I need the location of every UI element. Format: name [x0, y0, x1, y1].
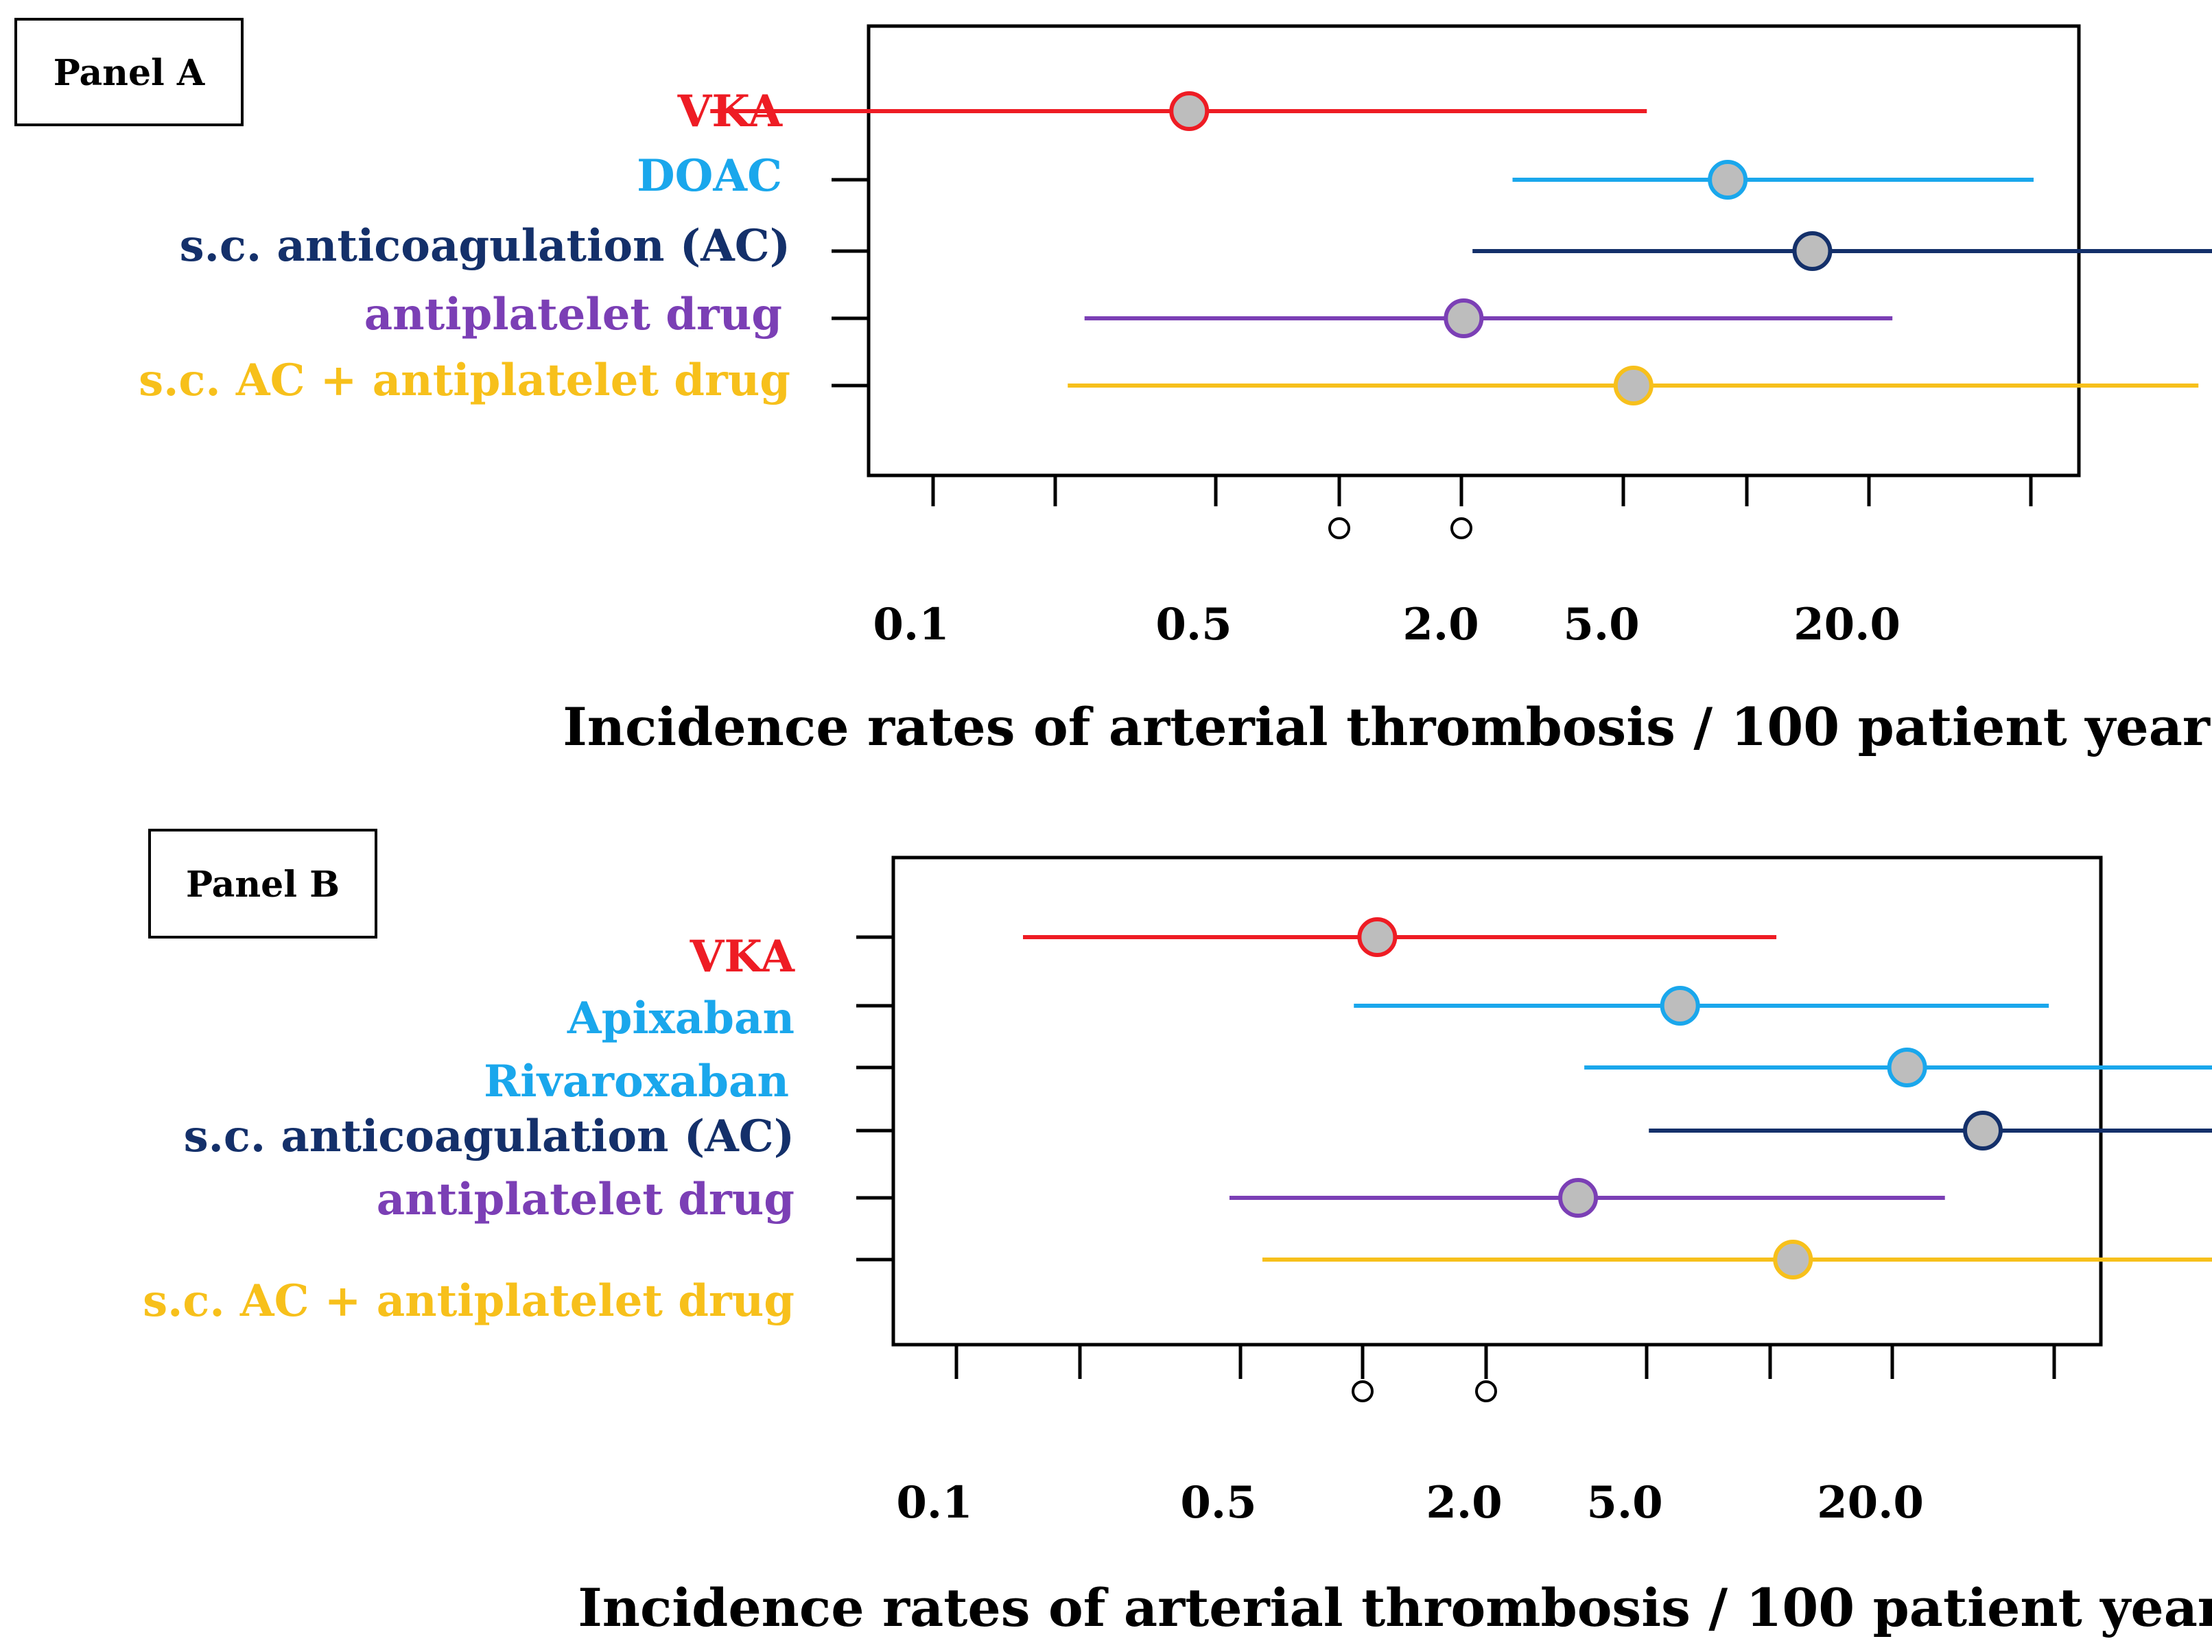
- row-label-sc-ac-antiplatelet: s.c. AC + antiplatelet drug: [139, 355, 790, 406]
- estimate-marker: [1357, 917, 1398, 957]
- panel-b-label: Panel B: [186, 864, 340, 906]
- axis-open-circle: [1475, 1380, 1497, 1402]
- row-apixaban: [1354, 986, 2049, 1026]
- panel-b-row-labels: VKA Apixaban Rivaroxaban s.c. anticoagul…: [143, 931, 795, 1327]
- row-antiplatelet: [1229, 1178, 1945, 1218]
- estimate-marker: [1708, 160, 1748, 200]
- tick-label-0-1: 0.1: [896, 1477, 972, 1529]
- row-vka: [1023, 917, 1777, 957]
- row-label-antiplatelet: antiplatelet drug: [377, 1174, 795, 1225]
- tick-label-0-1: 0.1: [873, 599, 949, 650]
- panel-b-plot-frame: [891, 856, 2103, 1347]
- axis-open-circle: [1450, 517, 1472, 539]
- panel-b-label-box: [148, 829, 377, 939]
- estimate-marker: [1558, 1178, 1599, 1218]
- row-label-vka: VKA: [690, 931, 796, 982]
- row-sc-ac-antiplatelet: [1068, 366, 2199, 405]
- panel-a-row-labels: VKA DOAC s.c. anticoagulation (AC) antip…: [139, 86, 790, 406]
- panel-b-y-ticks: [856, 935, 893, 1262]
- row-vka: [710, 91, 1647, 131]
- row-sc-ac: [1472, 231, 2212, 271]
- panel-a-x-axis: [931, 473, 2035, 539]
- estimate-marker: [1613, 366, 1654, 405]
- row-doac: [1512, 160, 2034, 200]
- row-label-sc-ac: s.c. anticoagulation (AC): [184, 1111, 795, 1162]
- panel-a-label-box: [14, 18, 244, 126]
- row-label-antiplatelet: antiplatelet drug: [364, 289, 782, 340]
- row-sc-ac: [1649, 1111, 2212, 1150]
- row-label-sc-ac: s.c. anticoagulation (AC): [180, 220, 790, 272]
- panel-b: Panel B VKA Apixaban Rivaroxaban s.c. an…: [143, 829, 2212, 1638]
- tick-label-2-0: 2.0: [1402, 599, 1479, 650]
- panel-b-tick-labels: 0.1 0.5 2.0 5.0 20.0: [896, 1477, 1924, 1529]
- row-antiplatelet: [1084, 298, 1893, 338]
- row-rivaroxaban: [1584, 1048, 2212, 1087]
- estimate-marker: [1773, 1240, 1813, 1279]
- estimate-marker: [1887, 1048, 1927, 1087]
- panel-a: Panel A VKA DOAC s.c. anticoagulation (A…: [14, 18, 2212, 757]
- axis-open-circle: [1352, 1380, 1374, 1402]
- estimate-marker: [1963, 1111, 2003, 1150]
- panel-b-x-axis: [954, 1343, 2058, 1402]
- row-label-apixaban: Apixaban: [567, 993, 795, 1044]
- tick-label-20-0: 20.0: [1817, 1477, 1924, 1529]
- tick-label-5-0: 5.0: [1586, 1477, 1662, 1529]
- tick-label-0-5: 0.5: [1180, 1477, 1256, 1529]
- tick-label-20-0: 20.0: [1793, 599, 1901, 650]
- panel-a-y-ticks: [832, 109, 869, 388]
- row-label-sc-ac-antiplatelet: s.c. AC + antiplatelet drug: [143, 1275, 795, 1327]
- row-label-doac: DOAC: [637, 150, 782, 202]
- tick-label-2-0: 2.0: [1426, 1477, 1502, 1529]
- row-label-rivaroxaban: Rivaroxaban: [484, 1056, 789, 1107]
- panel-a-tick-labels: 0.1 0.5 2.0 5.0 20.0: [873, 599, 1901, 650]
- tick-label-5-0: 5.0: [1563, 599, 1639, 650]
- row-sc-ac-antiplatelet: [1262, 1240, 2212, 1279]
- estimate-marker: [1660, 986, 1700, 1026]
- tick-label-0-5: 0.5: [1155, 599, 1232, 650]
- estimate-marker: [1444, 298, 1484, 338]
- panel-b-x-axis-title: Incidence rates of arterial thrombosis /…: [578, 1577, 2212, 1638]
- axis-open-circle: [1328, 517, 1350, 539]
- panel-a-x-axis-title: Incidence rates of arterial thrombosis /…: [563, 696, 2212, 757]
- estimate-marker: [1792, 231, 1833, 271]
- panel-a-series: [710, 91, 2212, 405]
- panel-a-label: Panel A: [54, 52, 205, 94]
- panel-b-series: [1023, 917, 2212, 1279]
- estimate-marker: [1169, 91, 1210, 131]
